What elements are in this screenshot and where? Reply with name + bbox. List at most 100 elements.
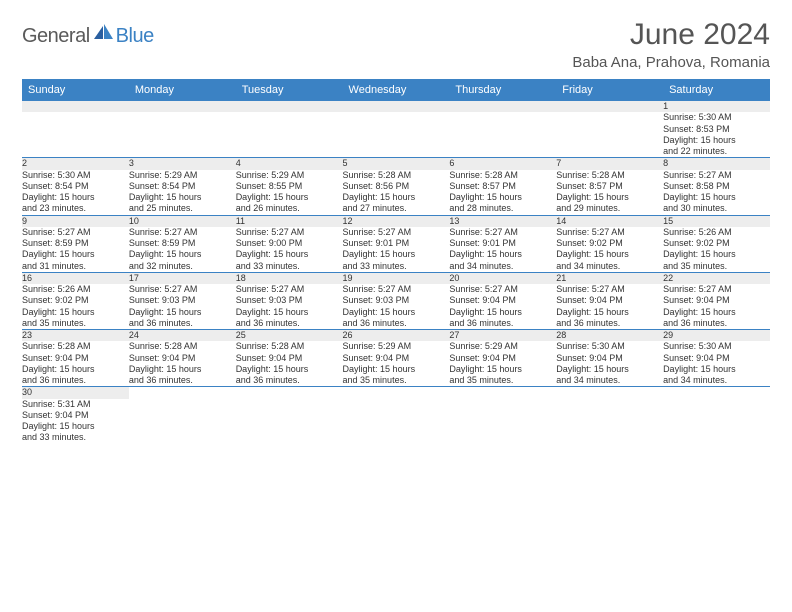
- sunset-line: Sunset: 9:00 PM: [236, 238, 343, 249]
- day-number-cell: 6: [449, 158, 556, 170]
- daylight-line-1: Daylight: 15 hours: [449, 249, 556, 260]
- day-number-cell: [236, 101, 343, 112]
- daylight-line-1: Daylight: 15 hours: [663, 135, 770, 146]
- weekday-header: Friday: [556, 79, 663, 101]
- day-number-cell: [343, 101, 450, 112]
- day-number-cell: 28: [556, 330, 663, 342]
- daylight-line-2: and 31 minutes.: [22, 261, 129, 272]
- daylight-line-2: and 30 minutes.: [663, 203, 770, 214]
- day-info-cell: [556, 399, 663, 444]
- day-info-cell: Sunrise: 5:30 AMSunset: 9:04 PMDaylight:…: [556, 341, 663, 387]
- day-number-cell: 13: [449, 215, 556, 227]
- day-number-cell: 23: [22, 330, 129, 342]
- day-info-row: Sunrise: 5:31 AMSunset: 9:04 PMDaylight:…: [22, 399, 770, 444]
- daylight-line-2: and 36 minutes.: [236, 318, 343, 329]
- day-info-cell: Sunrise: 5:27 AMSunset: 9:03 PMDaylight:…: [343, 284, 450, 330]
- daylight-line-1: Daylight: 15 hours: [129, 249, 236, 260]
- daylight-line-1: Daylight: 15 hours: [22, 364, 129, 375]
- daylight-line-1: Daylight: 15 hours: [22, 307, 129, 318]
- weekday-header: Saturday: [663, 79, 770, 101]
- daylight-line-2: and 36 minutes.: [556, 318, 663, 329]
- day-info-cell: [343, 399, 450, 444]
- sunrise-line: Sunrise: 5:28 AM: [449, 170, 556, 181]
- day-info-row: Sunrise: 5:28 AMSunset: 9:04 PMDaylight:…: [22, 341, 770, 387]
- daylight-line-1: Daylight: 15 hours: [449, 364, 556, 375]
- daylight-line-2: and 33 minutes.: [236, 261, 343, 272]
- daylight-line-1: Daylight: 15 hours: [236, 249, 343, 260]
- sunset-line: Sunset: 9:04 PM: [449, 353, 556, 364]
- sunset-line: Sunset: 9:04 PM: [449, 295, 556, 306]
- day-info-cell: Sunrise: 5:29 AMSunset: 9:04 PMDaylight:…: [449, 341, 556, 387]
- sunrise-line: Sunrise: 5:28 AM: [556, 170, 663, 181]
- sunset-line: Sunset: 9:04 PM: [663, 295, 770, 306]
- day-number-cell: 4: [236, 158, 343, 170]
- daylight-line-2: and 23 minutes.: [22, 203, 129, 214]
- day-number-cell: 7: [556, 158, 663, 170]
- daylight-line-1: Daylight: 15 hours: [22, 421, 129, 432]
- day-info-row: Sunrise: 5:30 AMSunset: 8:54 PMDaylight:…: [22, 170, 770, 216]
- daylight-line-2: and 34 minutes.: [556, 375, 663, 386]
- sunset-line: Sunset: 8:53 PM: [663, 124, 770, 135]
- day-number-cell: 8: [663, 158, 770, 170]
- daylight-line-2: and 27 minutes.: [343, 203, 450, 214]
- day-number-cell: 19: [343, 272, 450, 284]
- weekday-header: Tuesday: [236, 79, 343, 101]
- daylight-line-1: Daylight: 15 hours: [343, 307, 450, 318]
- daylight-line-1: Daylight: 15 hours: [449, 307, 556, 318]
- sunset-line: Sunset: 8:58 PM: [663, 181, 770, 192]
- sunrise-line: Sunrise: 5:27 AM: [663, 284, 770, 295]
- daylight-line-1: Daylight: 15 hours: [663, 192, 770, 203]
- day-number-cell: 12: [343, 215, 450, 227]
- day-number-cell: 15: [663, 215, 770, 227]
- day-number-cell: 10: [129, 215, 236, 227]
- daylight-line-2: and 36 minutes.: [129, 375, 236, 386]
- day-number-cell: 18: [236, 272, 343, 284]
- daylight-line-2: and 36 minutes.: [129, 318, 236, 329]
- logo-text-blue: Blue: [116, 25, 154, 48]
- daylight-line-1: Daylight: 15 hours: [663, 364, 770, 375]
- day-number-cell: [129, 101, 236, 112]
- sunset-line: Sunset: 9:04 PM: [22, 410, 129, 421]
- day-number-cell: [22, 101, 129, 112]
- day-number-row: 1: [22, 101, 770, 112]
- daylight-line-2: and 36 minutes.: [663, 318, 770, 329]
- sunrise-line: Sunrise: 5:27 AM: [556, 284, 663, 295]
- sunrise-line: Sunrise: 5:27 AM: [449, 227, 556, 238]
- day-info-cell: Sunrise: 5:29 AMSunset: 9:04 PMDaylight:…: [343, 341, 450, 387]
- daylight-line-1: Daylight: 15 hours: [236, 364, 343, 375]
- day-number-cell: 30: [22, 387, 129, 399]
- day-number-cell: 16: [22, 272, 129, 284]
- sunrise-line: Sunrise: 5:26 AM: [22, 284, 129, 295]
- logo-text-general: General: [22, 25, 90, 48]
- day-info-cell: [236, 112, 343, 158]
- daylight-line-1: Daylight: 15 hours: [236, 307, 343, 318]
- day-number-cell: [343, 387, 450, 399]
- day-info-cell: Sunrise: 5:28 AMSunset: 8:57 PMDaylight:…: [556, 170, 663, 216]
- day-info-cell: Sunrise: 5:27 AMSunset: 9:01 PMDaylight:…: [343, 227, 450, 273]
- daylight-line-2: and 28 minutes.: [449, 203, 556, 214]
- day-number-cell: 24: [129, 330, 236, 342]
- daylight-line-2: and 34 minutes.: [663, 375, 770, 386]
- sunrise-line: Sunrise: 5:30 AM: [556, 341, 663, 352]
- day-number-row: 30: [22, 387, 770, 399]
- daylight-line-2: and 26 minutes.: [236, 203, 343, 214]
- daylight-line-1: Daylight: 15 hours: [556, 192, 663, 203]
- day-info-cell: Sunrise: 5:27 AMSunset: 9:04 PMDaylight:…: [556, 284, 663, 330]
- location-text: Baba Ana, Prahova, Romania: [572, 54, 770, 71]
- day-info-cell: [129, 112, 236, 158]
- day-info-cell: [663, 399, 770, 444]
- weekday-header: Thursday: [449, 79, 556, 101]
- day-number-cell: 26: [343, 330, 450, 342]
- daylight-line-1: Daylight: 15 hours: [556, 249, 663, 260]
- daylight-line-1: Daylight: 15 hours: [449, 192, 556, 203]
- day-info-cell: [449, 399, 556, 444]
- day-info-cell: Sunrise: 5:28 AMSunset: 9:04 PMDaylight:…: [236, 341, 343, 387]
- sunset-line: Sunset: 9:01 PM: [343, 238, 450, 249]
- weekday-header: Sunday: [22, 79, 129, 101]
- sunset-line: Sunset: 8:59 PM: [22, 238, 129, 249]
- day-info-cell: Sunrise: 5:28 AMSunset: 9:04 PMDaylight:…: [129, 341, 236, 387]
- day-info-cell: Sunrise: 5:27 AMSunset: 8:58 PMDaylight:…: [663, 170, 770, 216]
- daylight-line-1: Daylight: 15 hours: [22, 249, 129, 260]
- daylight-line-2: and 36 minutes.: [343, 318, 450, 329]
- sunrise-line: Sunrise: 5:29 AM: [343, 341, 450, 352]
